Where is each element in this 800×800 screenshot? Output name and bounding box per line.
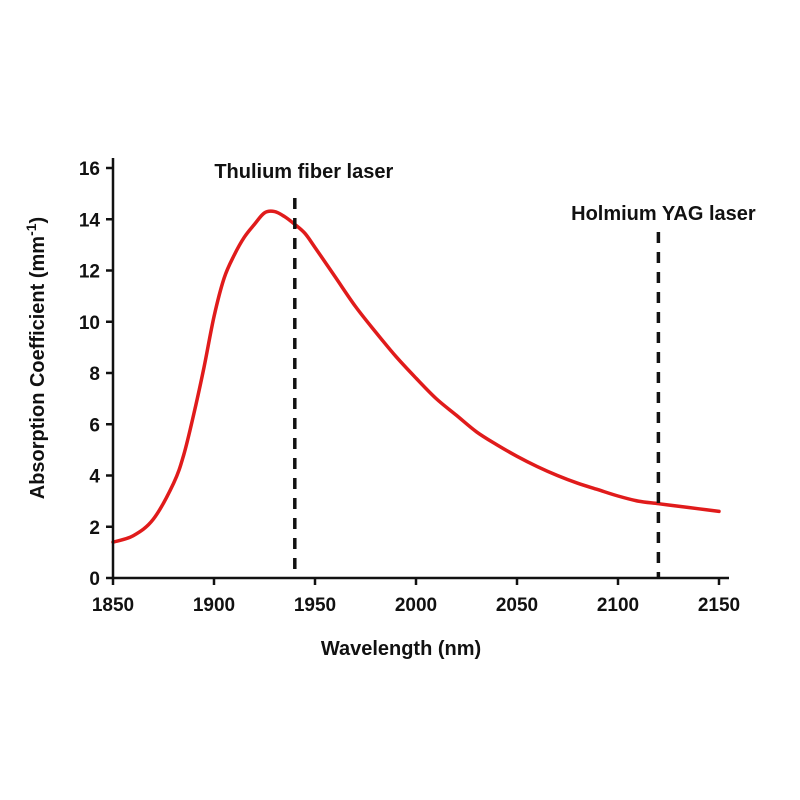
y-axis-title-main: Absorption Coefficient (mm xyxy=(27,236,49,499)
y-tick-label: 10 xyxy=(79,313,100,334)
plot-area xyxy=(111,209,721,544)
laser-label: Thulium fiber laser xyxy=(214,161,393,183)
x-tick-label: 2000 xyxy=(395,595,437,616)
x-tick-label: 2050 xyxy=(496,595,538,616)
x-tick-label: 2150 xyxy=(698,595,740,616)
axes xyxy=(111,158,729,580)
y-tick-label: 2 xyxy=(89,518,100,539)
y-tick-label: 0 xyxy=(89,569,100,590)
y-tick-label: 4 xyxy=(89,467,100,488)
y-axis-title: Absorption Coefficient (mm-1) xyxy=(23,217,49,499)
y-axis-title-close: ) xyxy=(27,217,49,224)
x-tick-label: 1950 xyxy=(294,595,336,616)
x-ticks: 1850 1900 1950 2000 2050 2100 2150 xyxy=(92,578,740,616)
x-tick-label: 2100 xyxy=(597,595,639,616)
y-tick-label: 6 xyxy=(89,415,100,436)
y-ticks: 0 2 4 6 8 10 12 14 16 xyxy=(79,159,113,590)
y-axis-title-superscript: -1 xyxy=(23,223,39,236)
y-tick-label: 14 xyxy=(79,210,101,231)
absorption-curve-line xyxy=(111,209,721,544)
x-axis-title: Wavelength (nm) xyxy=(321,638,481,660)
laser-annotations: Thulium fiber laser Holmium YAG laser xyxy=(214,161,756,578)
laser-label: Holmium YAG laser xyxy=(571,203,756,225)
y-tick-label: 16 xyxy=(79,159,100,180)
y-tick-label: 12 xyxy=(79,262,100,283)
x-tick-label: 1850 xyxy=(92,595,134,616)
x-tick-label: 1900 xyxy=(193,595,235,616)
y-tick-label: 8 xyxy=(89,364,100,385)
